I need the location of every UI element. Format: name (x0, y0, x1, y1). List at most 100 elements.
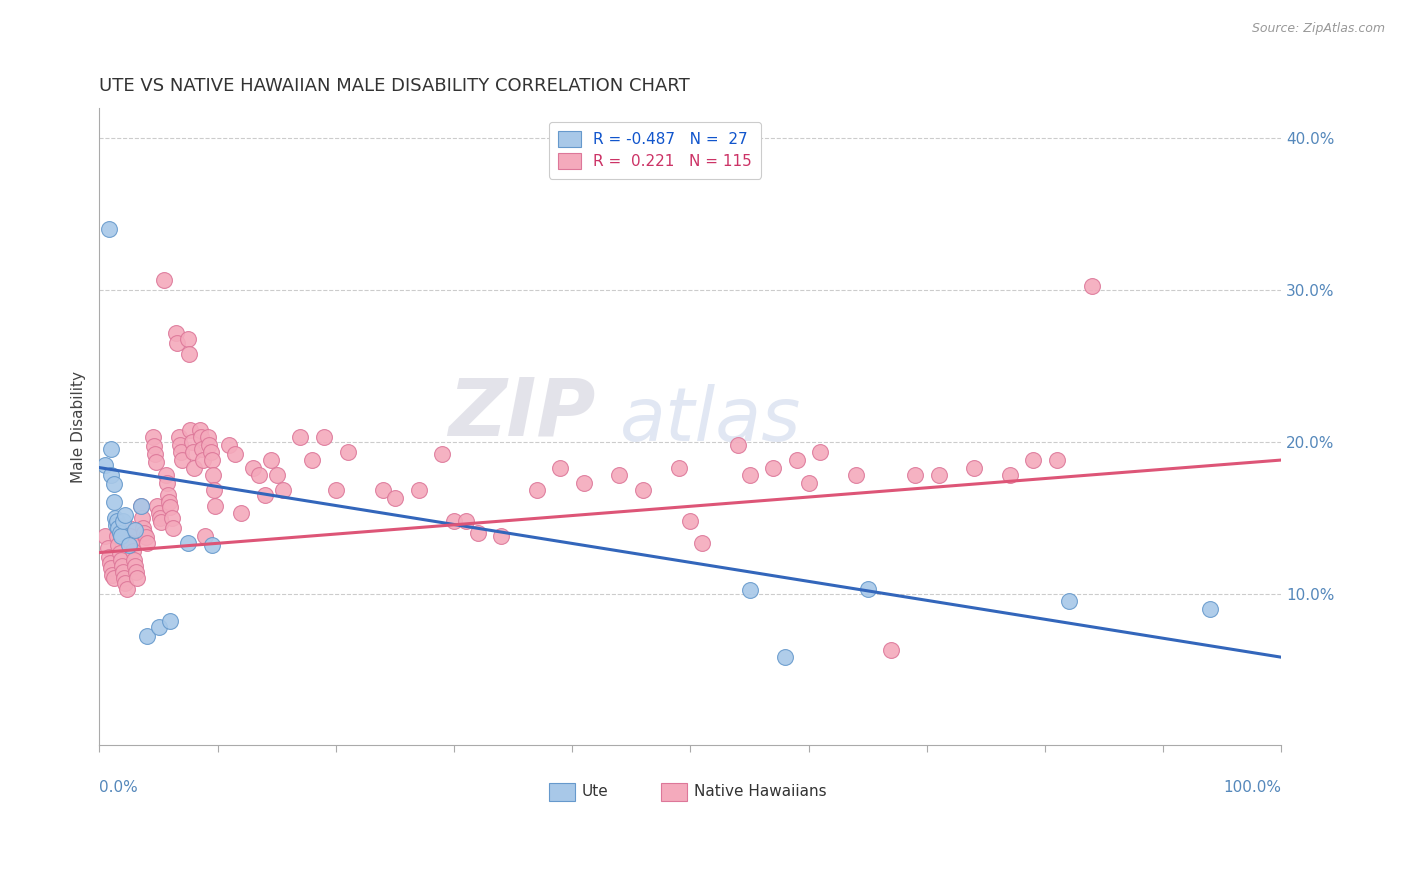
Point (1022, 453, 1045, 467)
Point (432, 447, 454, 461)
Point (167, 430, 190, 444)
Point (904, 468, 927, 483)
Y-axis label: Male Disability: Male Disability (72, 371, 86, 483)
Point (135, 530, 157, 544)
Point (156, 475, 179, 490)
Point (110, 529, 132, 543)
Point (108, 545, 131, 559)
Point (125, 566, 148, 580)
Point (108, 525, 131, 540)
Point (132, 521, 155, 535)
Bar (661, 783, 688, 801)
Point (112, 571, 135, 585)
Point (845, 468, 868, 483)
Point (631, 483, 654, 498)
Point (112, 566, 135, 580)
Point (104, 510, 127, 524)
Point (148, 506, 170, 520)
Point (191, 442, 214, 457)
Point (103, 571, 125, 585)
Point (155, 468, 177, 483)
Point (127, 571, 149, 585)
Point (188, 423, 211, 437)
Point (115, 582, 138, 596)
Point (491, 529, 513, 543)
Point (97, 550, 120, 565)
Point (97, 541, 120, 555)
Point (179, 347, 201, 361)
Point (193, 453, 215, 467)
Point (122, 553, 145, 567)
Point (105, 514, 128, 528)
Point (609, 468, 631, 483)
Point (135, 629, 157, 643)
Text: UTE VS NATIVE HAWAIIAN MALE DISABILITY CORRELATION CHART: UTE VS NATIVE HAWAIIAN MALE DISABILITY C… (100, 78, 690, 95)
Legend: R = -0.487   N =  27, R =  0.221   N = 115: R = -0.487 N = 27, R = 0.221 N = 115 (548, 122, 761, 178)
Point (172, 453, 194, 467)
Point (271, 483, 294, 498)
Point (149, 515, 172, 529)
Point (129, 499, 152, 513)
Point (156, 488, 179, 502)
Point (124, 523, 146, 537)
Point (103, 477, 125, 491)
Point (177, 332, 200, 346)
Point (98, 556, 121, 570)
Point (121, 544, 143, 558)
Point (100, 468, 122, 483)
Point (336, 445, 359, 459)
Point (159, 500, 181, 514)
Point (104, 518, 127, 533)
Point (201, 538, 224, 552)
Point (1199, 601, 1222, 615)
Point (146, 499, 169, 513)
Point (149, 510, 172, 524)
Point (201, 453, 224, 467)
Text: 0.0%: 0.0% (100, 780, 138, 796)
Point (105, 529, 128, 543)
Point (101, 568, 124, 582)
Point (142, 430, 165, 444)
Point (738, 583, 761, 598)
Point (880, 642, 903, 657)
Point (107, 521, 129, 535)
Point (786, 453, 808, 467)
Text: 100.0%: 100.0% (1223, 780, 1281, 796)
Point (371, 483, 394, 498)
Point (1046, 453, 1069, 467)
Text: Source: ZipAtlas.com: Source: ZipAtlas.com (1251, 22, 1385, 36)
Point (301, 453, 323, 467)
Point (110, 553, 132, 567)
Point (135, 536, 157, 550)
Point (120, 536, 142, 550)
Point (131, 510, 153, 524)
Point (443, 514, 465, 528)
Point (183, 460, 205, 475)
Point (157, 495, 180, 509)
Bar (548, 783, 575, 801)
Point (100, 442, 122, 457)
Point (312, 430, 335, 444)
Point (762, 460, 785, 475)
Text: atlas: atlas (620, 384, 801, 457)
Point (162, 521, 184, 535)
Point (114, 508, 136, 522)
Point (165, 326, 187, 340)
Point (169, 438, 191, 452)
Point (118, 538, 141, 552)
Text: Ute: Ute (582, 784, 609, 799)
Point (218, 438, 240, 452)
Point (142, 439, 165, 453)
Point (679, 514, 702, 528)
Point (690, 536, 713, 550)
Point (810, 445, 832, 459)
Point (198, 438, 221, 452)
Point (928, 468, 950, 483)
Point (118, 521, 141, 535)
Point (738, 468, 761, 483)
Point (253, 488, 276, 502)
Point (290, 430, 312, 444)
Point (97, 222, 120, 236)
Point (773, 650, 796, 665)
Point (202, 483, 225, 498)
